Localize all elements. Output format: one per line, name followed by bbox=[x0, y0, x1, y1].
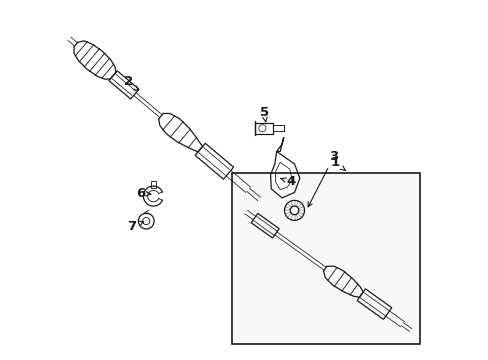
Text: 5: 5 bbox=[259, 105, 268, 122]
Text: 1: 1 bbox=[330, 156, 345, 171]
Bar bbox=[272, 125, 283, 131]
Text: 4: 4 bbox=[280, 175, 295, 188]
Bar bbox=[150, 181, 156, 188]
Bar bbox=[255, 123, 272, 134]
Text: 6: 6 bbox=[136, 187, 151, 200]
Text: 3: 3 bbox=[307, 150, 338, 207]
Text: 2: 2 bbox=[123, 75, 138, 91]
Text: 7: 7 bbox=[127, 220, 143, 233]
Bar bbox=[231, 173, 419, 344]
